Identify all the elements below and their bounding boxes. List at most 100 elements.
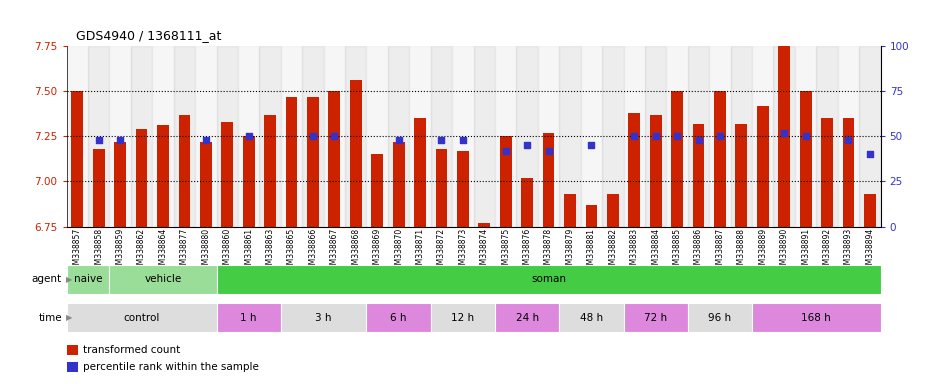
Bar <box>693 124 705 227</box>
Bar <box>752 303 881 332</box>
Text: naive: naive <box>74 274 103 285</box>
Bar <box>564 194 576 227</box>
Bar <box>628 113 640 227</box>
Bar <box>388 46 410 227</box>
Text: 168 h: 168 h <box>801 313 832 323</box>
Bar <box>302 46 324 227</box>
Bar <box>67 362 78 372</box>
Bar <box>153 46 174 227</box>
Bar <box>672 91 683 227</box>
Bar <box>130 46 153 227</box>
Text: ▶: ▶ <box>66 275 72 284</box>
Bar <box>757 106 769 227</box>
Bar <box>345 46 366 227</box>
Point <box>499 148 513 154</box>
Point <box>584 142 598 149</box>
Point <box>520 142 535 149</box>
Bar <box>281 46 302 227</box>
Bar <box>221 122 233 227</box>
Bar <box>67 345 78 354</box>
Bar <box>474 46 495 227</box>
Bar <box>366 303 431 332</box>
Bar <box>864 194 876 227</box>
Text: GDS4940 / 1368111_at: GDS4940 / 1368111_at <box>76 29 221 42</box>
Bar <box>157 126 169 227</box>
Bar <box>495 46 516 227</box>
Bar <box>67 46 88 227</box>
Bar <box>195 46 216 227</box>
Bar <box>859 46 881 227</box>
Bar <box>623 303 688 332</box>
Bar <box>88 46 109 227</box>
Bar <box>265 115 276 227</box>
Bar <box>495 303 560 332</box>
Bar <box>537 46 560 227</box>
Bar <box>645 46 666 227</box>
Bar <box>350 80 362 227</box>
Bar <box>115 142 126 227</box>
Bar <box>607 194 619 227</box>
Bar <box>179 115 191 227</box>
Bar <box>800 91 811 227</box>
Bar <box>67 303 216 332</box>
Bar <box>543 133 554 227</box>
Point <box>241 133 256 139</box>
Text: 6 h: 6 h <box>390 313 407 323</box>
Point <box>199 137 214 143</box>
Bar <box>560 303 623 332</box>
Text: soman: soman <box>531 274 566 285</box>
Text: vehicle: vehicle <box>144 274 181 285</box>
Bar <box>307 97 319 227</box>
Bar <box>216 303 281 332</box>
Bar <box>286 97 298 227</box>
Bar <box>414 118 426 227</box>
Bar <box>431 303 495 332</box>
Bar <box>457 151 469 227</box>
Bar <box>500 136 512 227</box>
Bar <box>371 154 383 227</box>
Bar <box>560 46 581 227</box>
Point <box>648 133 663 139</box>
Bar <box>436 149 448 227</box>
Bar <box>709 46 731 227</box>
Bar <box>366 46 388 227</box>
Bar <box>649 115 661 227</box>
Point <box>862 151 877 157</box>
Text: control: control <box>123 313 160 323</box>
Text: agent: agent <box>31 274 62 285</box>
Bar <box>714 91 726 227</box>
Point <box>670 133 684 139</box>
Bar <box>109 265 216 294</box>
Bar <box>92 149 105 227</box>
Bar <box>795 46 817 227</box>
Bar <box>516 46 537 227</box>
Bar <box>174 46 195 227</box>
Point <box>541 148 556 154</box>
Bar <box>731 46 752 227</box>
Point <box>777 130 792 136</box>
Bar <box>259 46 281 227</box>
Text: 3 h: 3 h <box>315 313 332 323</box>
Bar <box>242 136 254 227</box>
Point <box>305 133 320 139</box>
Bar <box>71 91 83 227</box>
Point <box>455 137 470 143</box>
Point <box>798 133 813 139</box>
Point <box>92 137 106 143</box>
Text: 48 h: 48 h <box>580 313 603 323</box>
Bar <box>778 46 790 227</box>
Bar <box>328 91 340 227</box>
Point <box>712 133 727 139</box>
Point <box>113 137 128 143</box>
Bar <box>410 46 431 227</box>
Bar <box>773 46 795 227</box>
Text: 24 h: 24 h <box>515 313 538 323</box>
Bar <box>735 124 747 227</box>
Point <box>691 137 706 143</box>
Text: 96 h: 96 h <box>709 313 732 323</box>
Bar <box>109 46 130 227</box>
Bar <box>431 46 452 227</box>
Bar <box>666 46 688 227</box>
Bar <box>838 46 859 227</box>
Bar <box>216 265 881 294</box>
